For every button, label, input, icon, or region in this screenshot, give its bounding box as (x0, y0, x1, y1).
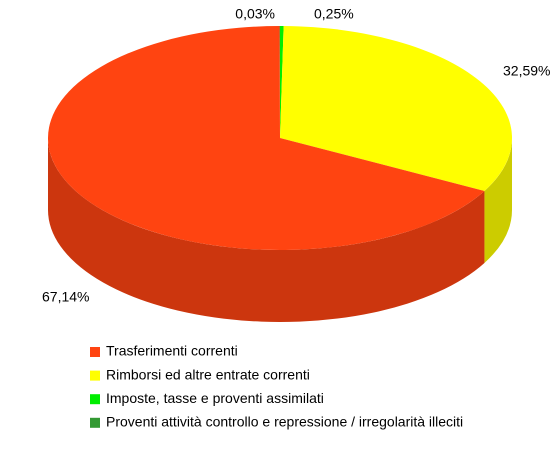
legend-swatch (90, 347, 100, 357)
data-label: 32,59% (503, 63, 550, 79)
legend-swatch (90, 417, 100, 428)
pie-slice (48, 26, 485, 250)
legend-label: Trasferimenti correnti (106, 343, 238, 359)
data-label: 67,14% (42, 289, 89, 305)
legend-label: Imposte, tasse e proventi assimilati (106, 390, 324, 406)
data-label: 0,25% (314, 6, 354, 22)
pie-side (484, 138, 512, 263)
pie-slice (280, 26, 512, 191)
data-label: 0,03% (235, 6, 275, 22)
pie-side (48, 138, 485, 322)
legend-label: Rimborsi ed altre entrate correnti (106, 366, 310, 382)
legend-label: Proventi attività controllo e repression… (106, 414, 463, 430)
pie-slice (280, 26, 284, 138)
legend-swatch (90, 370, 100, 381)
legend-swatch (90, 394, 100, 405)
